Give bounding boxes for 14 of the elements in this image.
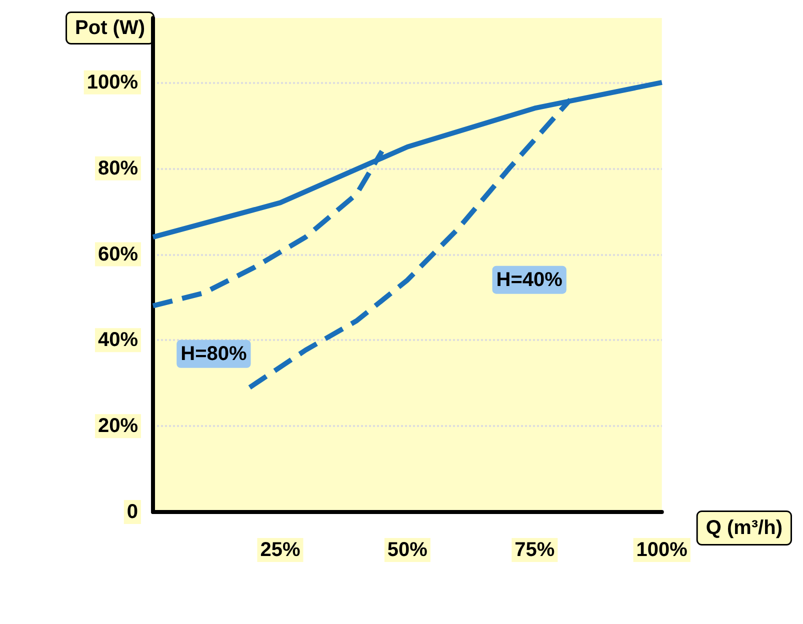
x-tick-label: 25% [260,539,300,561]
y-tick-label: 20% [98,415,138,438]
y-axis-title: Pot (W) [75,17,145,39]
y-tick-label: 0 [126,501,138,523]
x-axis-title: Q (m³/h) [706,517,782,539]
y-tick-label: 60% [98,243,138,266]
x-tick-label: 100% [636,539,688,561]
x-tick-label: 50% [387,539,428,561]
y-tick-label: 40% [98,329,138,352]
y-tick-label: 80% [98,157,138,180]
x-tick-label: 75% [514,539,555,561]
annotation: H=80% [180,342,247,365]
y-tick-label: 100% [86,71,138,94]
annotation: H=40% [496,268,563,291]
